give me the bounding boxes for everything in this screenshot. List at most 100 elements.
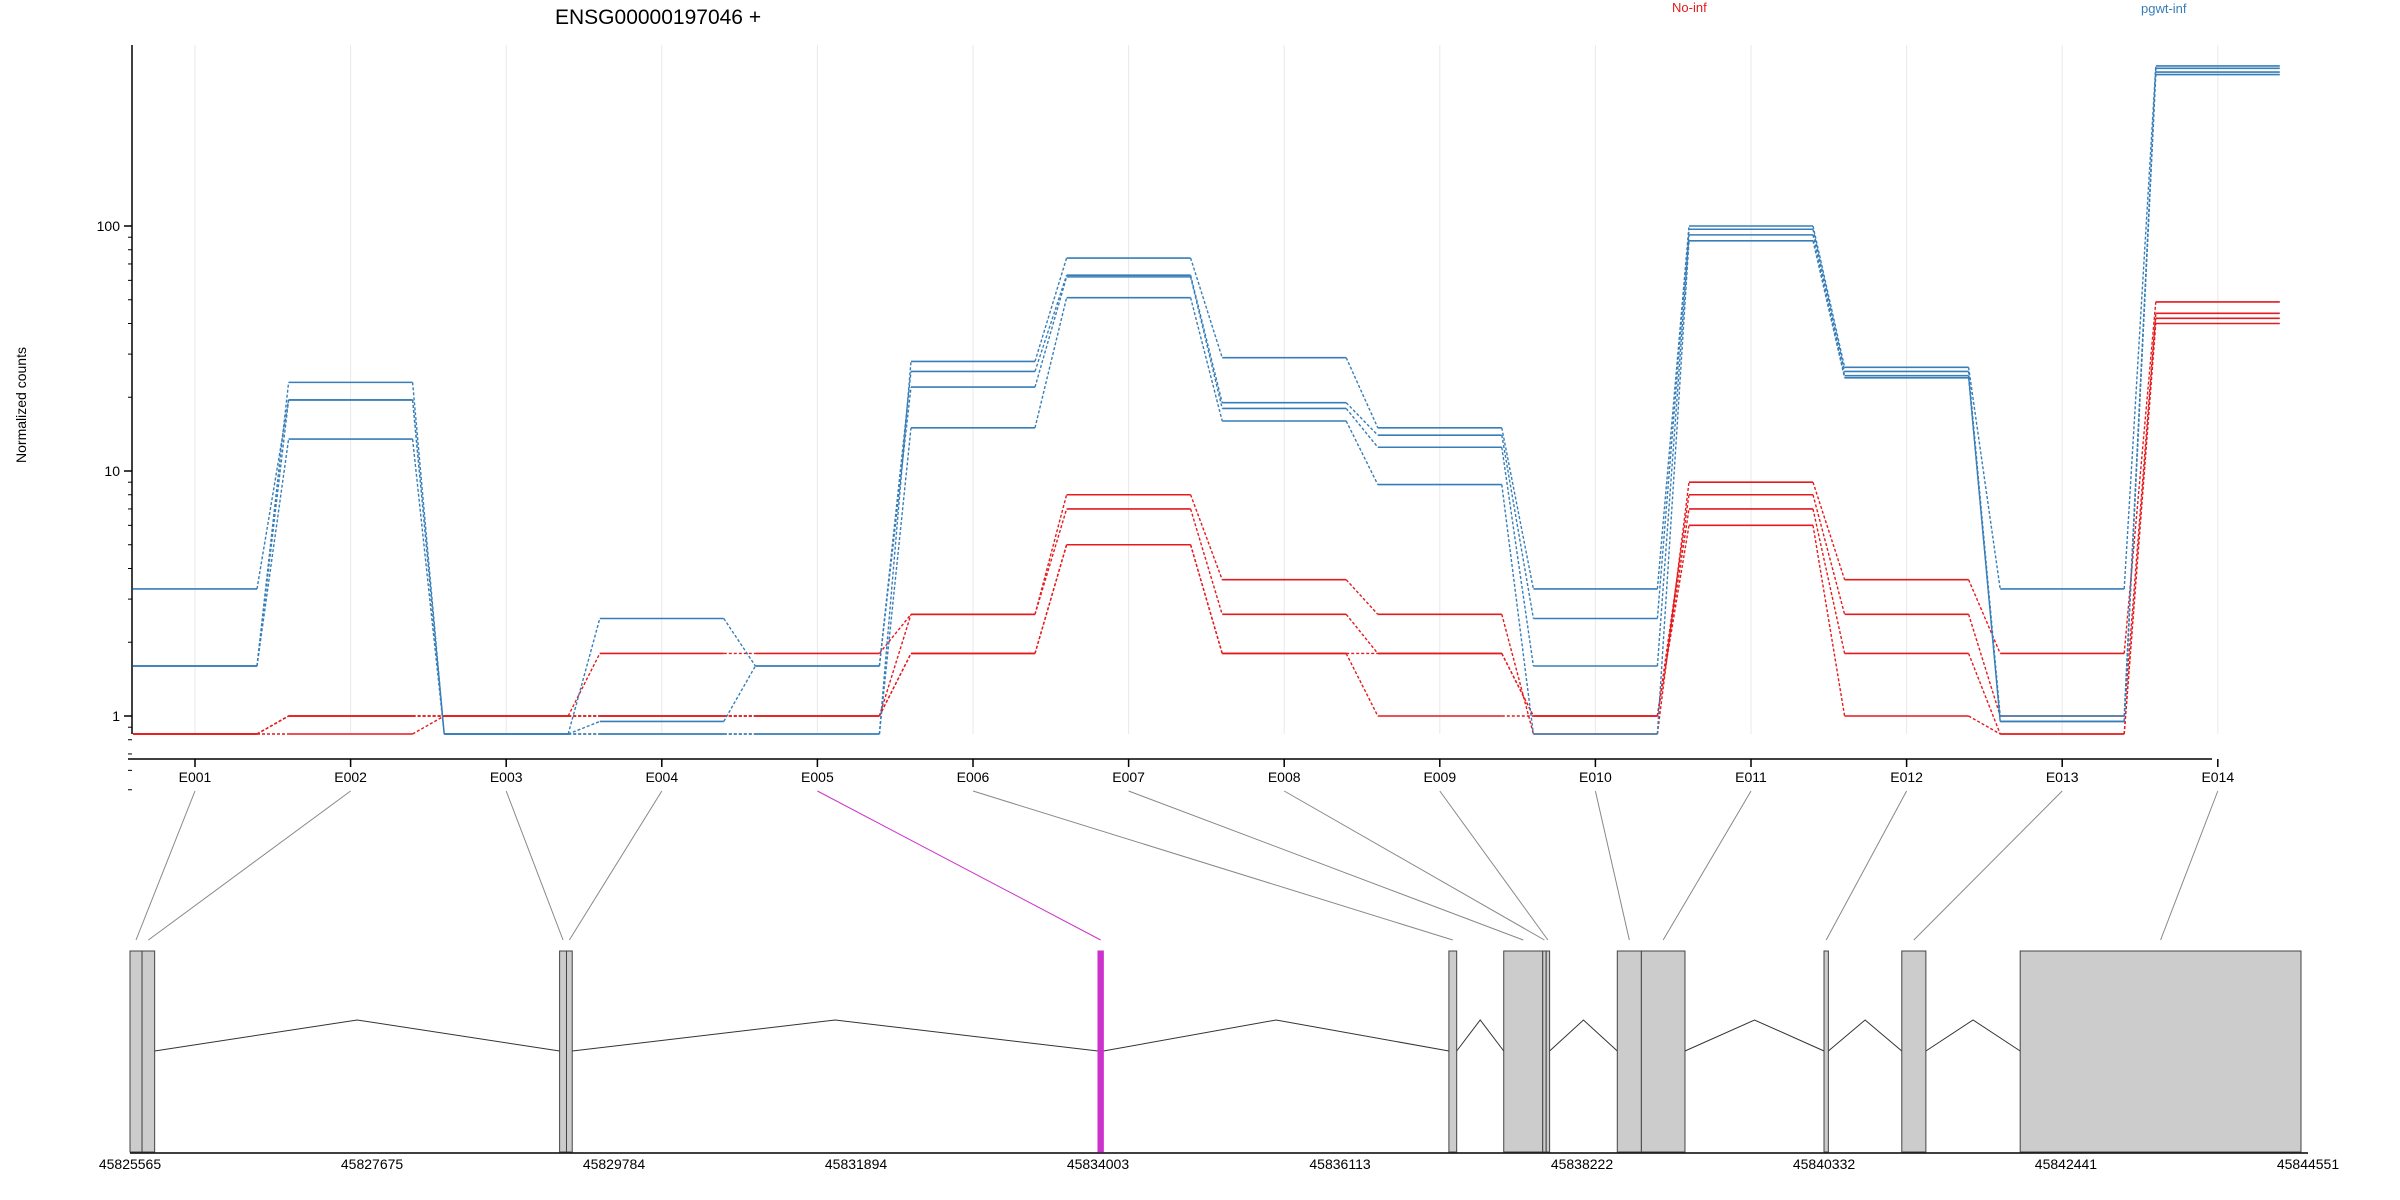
connector-E006 [972, 790, 1453, 941]
grid [194, 45, 2219, 734]
series-link [1656, 225, 1690, 590]
series-link [411, 399, 445, 735]
series-link [1034, 276, 1068, 388]
series-link [1034, 544, 1068, 654]
intron-line [572, 1019, 1099, 1052]
series-link [256, 399, 290, 590]
series-link [1345, 613, 1379, 654]
series-link [723, 665, 757, 722]
connector-E003 [505, 790, 564, 941]
series-link [878, 614, 912, 717]
series-link [1345, 408, 1379, 448]
x-tick-label: E011 [1735, 769, 1767, 785]
series-link [1968, 715, 2001, 735]
series-link [2123, 318, 2157, 735]
series-link [878, 653, 912, 717]
x-tick-label: E010 [1579, 769, 1612, 785]
exon-box-E012 [1823, 950, 1829, 1153]
series-link [1189, 276, 1223, 409]
series-link [1034, 508, 1068, 615]
intron-line [1925, 1019, 2021, 1052]
x-tick-label: E006 [957, 769, 990, 785]
x-tick-label: E003 [490, 769, 523, 785]
x-tick-label: E008 [1268, 769, 1301, 785]
series-link [1501, 484, 1535, 735]
exon-box-E008 [1542, 950, 1547, 1153]
series-lines [133, 65, 2280, 735]
exon-box-E009 [1545, 950, 1551, 1153]
exon-box-E002 [141, 950, 156, 1153]
series-link [1812, 234, 1846, 376]
series-link [1656, 482, 1690, 735]
series-link [1189, 494, 1223, 580]
exon-box-E004 [565, 950, 573, 1153]
series-link [1656, 240, 1690, 735]
series-link [1967, 579, 2001, 654]
genomic-coordinate-label: 45836113 [1309, 1156, 1370, 1172]
connector-E012 [1825, 790, 1908, 941]
series-link [878, 361, 912, 735]
genomic-coordinate-label: 45834003 [1067, 1156, 1130, 1172]
series-link [1656, 234, 1690, 667]
series-link [1189, 257, 1223, 358]
series-link [1189, 274, 1223, 403]
gene-model: 45825565 45827675 45829784 45831894 45834003… [99, 950, 2340, 1172]
exon-box-E011 [1640, 950, 1686, 1153]
series-link [1189, 544, 1223, 654]
connector-E009 [1439, 790, 1549, 941]
series-link [567, 720, 601, 735]
genomic-coordinate-label: 45844551 [2277, 1156, 2340, 1172]
intron-line [1684, 1019, 1825, 1052]
series-link [1345, 357, 1379, 429]
axes: 1 10 100 E001 E002 E003 E004 E005 E006 E007 E008 E0… [97, 45, 2234, 791]
series-link [412, 715, 445, 735]
legend-pgwt-inf: pgwt-inf [2141, 1, 2187, 16]
exon-box-E003 [559, 950, 567, 1153]
series-link [1656, 494, 1690, 717]
series-link [411, 382, 445, 735]
exon-box-E006 [1448, 950, 1458, 1153]
connector-E002 [148, 790, 351, 941]
chart-title: ENSG00000197046 + [555, 6, 761, 29]
series-link [256, 438, 290, 667]
series-link [1501, 435, 1535, 619]
series-link [1812, 481, 1846, 580]
series-link [1967, 371, 2001, 717]
series-link [1501, 447, 1535, 667]
x-tick-label: E002 [334, 769, 367, 785]
series-link [1034, 274, 1068, 372]
genomic-coordinate-label: 45842441 [2035, 1156, 2098, 1172]
series-link [1812, 494, 1846, 615]
series-link [1189, 297, 1223, 422]
exon-box-E001 [129, 950, 143, 1153]
series-link [256, 382, 290, 667]
genomic-coordinate-label: 45840332 [1793, 1156, 1856, 1172]
series-link [1501, 653, 1535, 717]
exon-box-E007 [1503, 950, 1544, 1153]
x-tick-label: E005 [801, 769, 834, 785]
series-link [1034, 297, 1068, 429]
exon-box-E010 [1616, 950, 1642, 1153]
x-tick-label: E012 [1890, 769, 1923, 785]
series-link [878, 613, 912, 654]
x-tick-label: E013 [2046, 769, 2079, 785]
intron-line [154, 1019, 560, 1052]
y-tick-label: 100 [97, 218, 121, 234]
y-tick-label: 10 [104, 463, 120, 479]
genomic-coordinate-label: 45829784 [583, 1156, 646, 1172]
genomic-coordinate-label: 45831894 [825, 1156, 888, 1172]
series-link [1345, 653, 1379, 717]
connector-E010 [1594, 790, 1630, 941]
series-link [2123, 68, 2157, 717]
legend-no-inf: No-inf [1672, 0, 1707, 15]
x-tick-label: E009 [1423, 769, 1456, 785]
series-link [1812, 225, 1846, 368]
series-link [1656, 525, 1690, 717]
series-link [1345, 420, 1379, 485]
series-link [256, 715, 289, 735]
connector-E005 [817, 790, 1101, 941]
connector-E014 [2160, 790, 2219, 941]
series-link [2123, 313, 2157, 717]
series-link [878, 371, 912, 667]
series-link [1034, 257, 1068, 362]
